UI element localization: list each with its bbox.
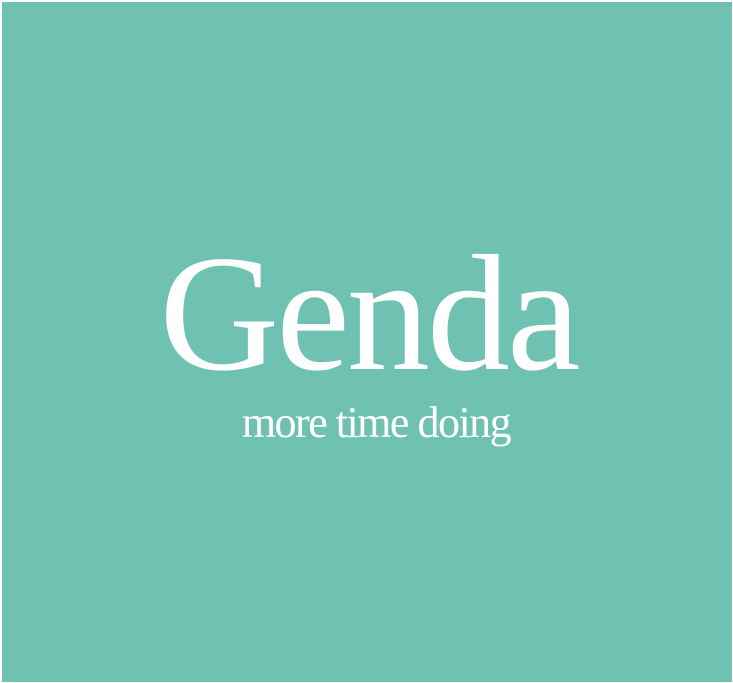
app-logo-title: Genda bbox=[159, 221, 580, 405]
app-tagline: more time doing bbox=[241, 398, 512, 447]
